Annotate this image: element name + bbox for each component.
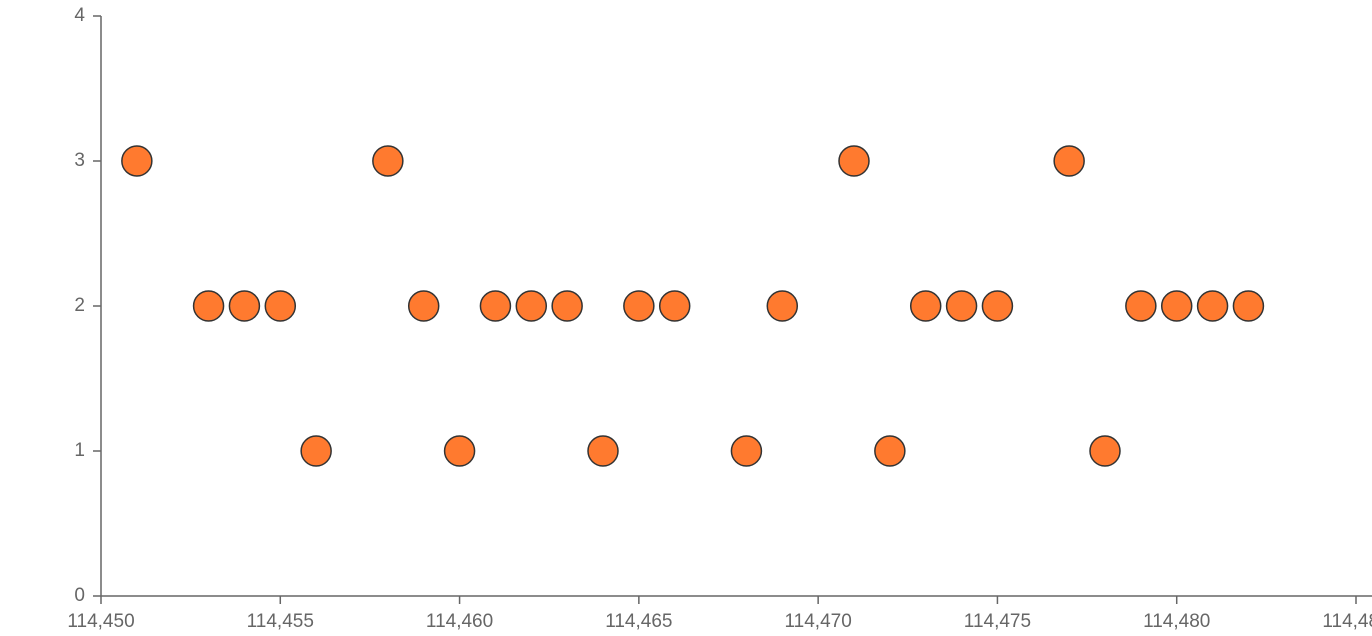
x-tick-label: 114,470 [785,611,852,632]
point [228,290,261,322]
point [730,435,763,467]
x-tick-label: 114,450 [67,611,134,632]
point [1196,290,1229,322]
point [1160,290,1193,322]
point [909,290,942,322]
point [515,290,548,322]
point [1125,290,1157,322]
y-tick-label: 3 [74,150,85,171]
point [372,145,404,177]
point [623,290,655,322]
point [551,290,583,322]
point [264,290,297,322]
point [407,290,440,322]
point [1232,290,1265,322]
x-tick-label: 114,480 [1143,611,1210,632]
point [658,290,691,322]
y-tick-label: 2 [74,295,85,316]
x-tick-label: 114,465 [605,611,672,632]
point [300,435,332,467]
point [121,145,153,177]
point [587,435,619,467]
y-tick-label: 1 [74,440,85,461]
x-tick-label: 114,475 [964,611,1031,632]
point [1089,435,1121,467]
point [874,435,906,467]
point [479,290,512,322]
y-tick-label: 4 [74,5,85,26]
point [1053,145,1085,177]
point [443,435,476,467]
x-tick-label: 114,460 [426,611,493,632]
point [981,290,1014,322]
point [192,290,225,322]
point [766,290,799,322]
y-tick-label: 0 [74,585,85,606]
point [838,145,870,177]
x-tick-label: 114,485 [1322,611,1372,632]
point [945,290,978,322]
x-tick-label: 114,455 [247,611,314,632]
